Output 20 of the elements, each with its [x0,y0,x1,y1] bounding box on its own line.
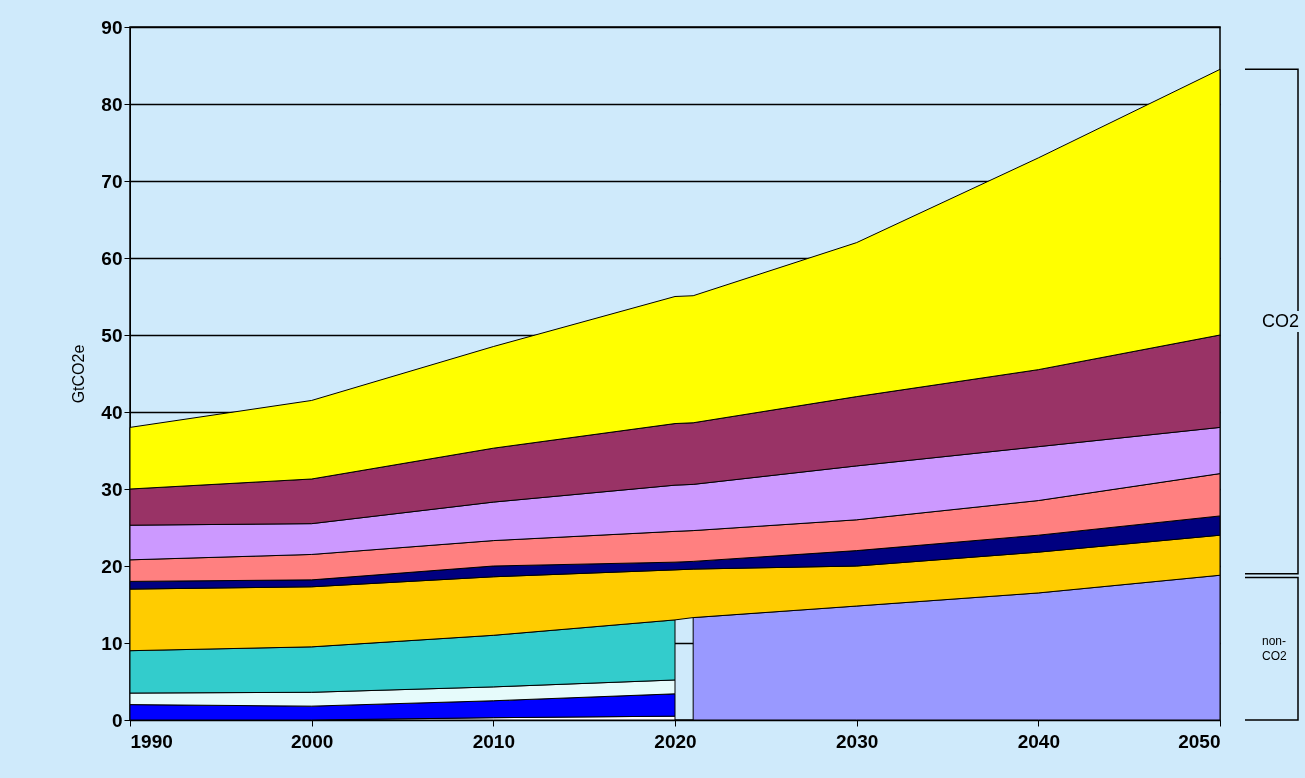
x-tick-label: 2040 [1017,730,1060,752]
x-tick-label: 2050 [1178,730,1221,752]
y-tick-label: 70 [101,170,123,192]
y-tick-label: 40 [101,401,123,423]
y-axis-title: GtCO2e [70,344,88,404]
y-tick-label: 80 [101,93,123,115]
text: non-CO2 [1262,633,1296,664]
y-tick-label: 0 [111,709,123,731]
text: CO2 [1262,310,1300,332]
y-tick-label: 60 [101,247,123,269]
x-tick-label: 1990 [130,730,173,752]
x-tick-label: 2000 [291,730,334,752]
y-tick-label: 30 [101,478,123,500]
y-tick-label: 50 [101,324,123,346]
y-tick-label: 20 [101,555,123,577]
y-tick-label: 90 [101,16,123,38]
y-tick-label: 10 [101,632,123,654]
x-tick-label: 2010 [472,730,515,752]
x-tick-label: 2020 [654,730,697,752]
x-tick-label: 2030 [836,730,879,752]
